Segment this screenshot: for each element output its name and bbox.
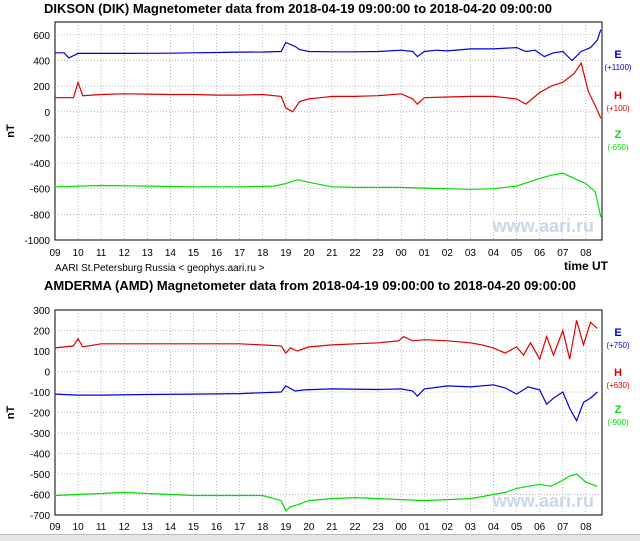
series-name-label: Z xyxy=(615,404,622,416)
y-tick-label: -400 xyxy=(30,159,50,170)
x-tick-label: 02 xyxy=(442,248,454,259)
x-tick-label: 03 xyxy=(465,248,477,259)
y-axis-label: nT xyxy=(5,124,17,138)
x-tick-label: 15 xyxy=(188,522,200,533)
series-line-e xyxy=(55,29,602,62)
x-tick-label: 01 xyxy=(419,248,431,259)
series-offset-label: (+630) xyxy=(606,381,630,390)
x-tick-label: 03 xyxy=(465,522,477,533)
y-tick-label: -800 xyxy=(30,210,50,221)
series-name-label: E xyxy=(614,327,621,339)
x-tick-label: 11 xyxy=(96,248,107,259)
series-name-label: H xyxy=(614,90,622,102)
y-axis-label: nT xyxy=(5,406,17,420)
series-name-label: H xyxy=(614,367,622,379)
plot-area xyxy=(54,21,603,241)
x-tick-label: 05 xyxy=(511,248,523,259)
x-tick-label: 08 xyxy=(580,248,592,259)
x-tick-label: 09 xyxy=(49,522,61,533)
y-tick-label: -400 xyxy=(30,450,50,461)
x-tick-label: 06 xyxy=(534,248,546,259)
x-tick-label: 13 xyxy=(142,522,154,533)
chart-title: DIKSON (DIK) Magnetometer data from 2018… xyxy=(44,1,552,16)
x-tick-label: 19 xyxy=(280,522,292,533)
series-line-z xyxy=(54,172,602,218)
y-tick-label: 600 xyxy=(33,31,50,42)
x-tick-label: 16 xyxy=(211,248,223,259)
series-line-z xyxy=(54,473,598,512)
x-tick-label: 09 xyxy=(49,248,61,259)
x-tick-label: 14 xyxy=(165,248,177,259)
x-tick-label: 06 xyxy=(534,522,546,533)
amderma-plot: AMDERMA (AMD) Magnetometer data from 201… xyxy=(5,278,630,533)
chart-title: AMDERMA (AMD) Magnetometer data from 201… xyxy=(44,278,576,293)
x-tick-label: 01 xyxy=(419,522,431,533)
y-tick-label: 200 xyxy=(33,327,50,338)
x-tick-label: 14 xyxy=(165,522,177,533)
x-axis-label: time UT xyxy=(564,259,609,273)
series-offset-label: (+100) xyxy=(606,104,630,113)
y-tick-label: 0 xyxy=(44,108,50,119)
x-tick-label: 07 xyxy=(557,248,569,259)
x-tick-label: 04 xyxy=(488,248,500,259)
x-tick-label: 20 xyxy=(303,248,315,259)
x-tick-label: 12 xyxy=(119,522,131,533)
series-offset-label: (+750) xyxy=(606,341,630,350)
x-tick-label: 23 xyxy=(373,522,385,533)
x-tick-label: 02 xyxy=(442,522,454,533)
x-tick-label: 22 xyxy=(349,248,361,259)
x-tick-label: 20 xyxy=(303,522,315,533)
y-tick-label: -700 xyxy=(30,511,50,522)
y-tick-label: -300 xyxy=(30,429,50,440)
watermark: www.aari.ru xyxy=(492,216,594,236)
x-tick-label: 21 xyxy=(326,248,338,259)
window-bottom-strip xyxy=(0,534,640,541)
x-tick-label: 00 xyxy=(396,522,408,533)
y-tick-label: 100 xyxy=(33,347,50,358)
y-tick-label: 300 xyxy=(33,306,50,317)
y-tick-label: -600 xyxy=(30,185,50,196)
y-tick-label: 400 xyxy=(33,56,50,67)
x-tick-label: 16 xyxy=(211,522,223,533)
y-tick-label: -100 xyxy=(30,388,50,399)
footer-note: AARI St.Petersburg Russia < geophys.aari… xyxy=(55,263,265,274)
x-tick-label: 08 xyxy=(580,522,592,533)
x-tick-label: 19 xyxy=(280,248,292,259)
x-tick-label: 21 xyxy=(326,522,338,533)
x-tick-label: 13 xyxy=(142,248,154,259)
series-offset-label: (+1100) xyxy=(604,63,632,72)
y-tick-label: -200 xyxy=(30,133,50,144)
y-tick-label: 0 xyxy=(44,368,50,379)
x-tick-label: 17 xyxy=(234,522,246,533)
x-tick-label: 00 xyxy=(396,248,408,259)
series-offset-label: (-650) xyxy=(607,143,629,152)
y-tick-label: -1000 xyxy=(24,236,50,247)
watermark: www.aari.ru xyxy=(492,491,594,511)
x-tick-label: 05 xyxy=(511,522,523,533)
x-tick-label: 11 xyxy=(96,522,107,533)
x-tick-label: 23 xyxy=(373,248,385,259)
x-tick-label: 10 xyxy=(73,248,85,259)
x-tick-label: 12 xyxy=(119,248,131,259)
dikson-plot: DIKSON (DIK) Magnetometer data from 2018… xyxy=(5,1,632,273)
x-tick-label: 18 xyxy=(257,522,269,533)
series-name-label: Z xyxy=(615,129,622,141)
x-tick-label: 17 xyxy=(234,248,246,259)
series-line-h xyxy=(54,320,598,361)
y-tick-label: 200 xyxy=(33,82,50,93)
x-tick-label: 15 xyxy=(188,248,200,259)
y-tick-label: -600 xyxy=(30,491,50,502)
x-tick-label: 18 xyxy=(257,248,269,259)
series-line-e xyxy=(54,384,598,423)
x-tick-label: 07 xyxy=(557,522,569,533)
x-tick-label: 04 xyxy=(488,522,500,533)
y-tick-label: -500 xyxy=(30,470,50,481)
x-tick-label: 22 xyxy=(349,522,361,533)
series-name-label: E xyxy=(614,49,621,61)
x-tick-label: 10 xyxy=(73,522,85,533)
series-line-h xyxy=(55,61,602,119)
series-offset-label: (-900) xyxy=(607,418,629,427)
y-tick-label: -200 xyxy=(30,409,50,420)
